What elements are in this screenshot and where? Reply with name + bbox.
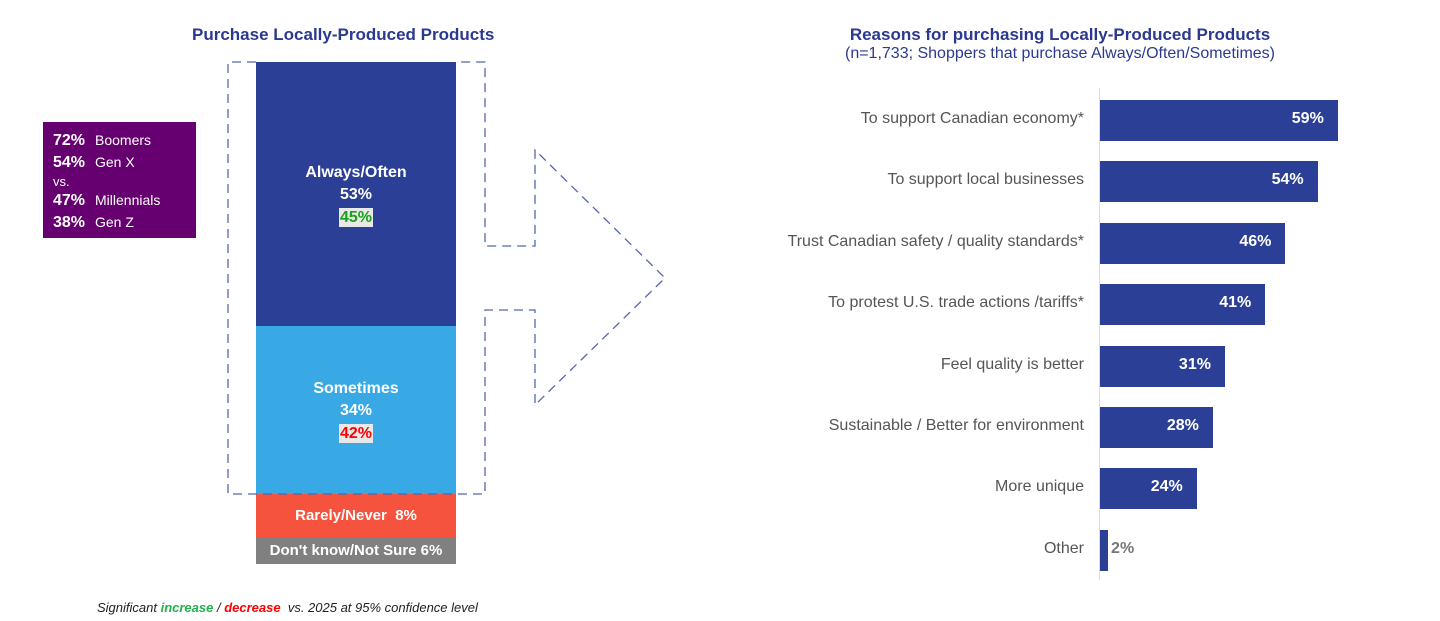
category-axis: [1099, 88, 1100, 580]
segment-label: Sometimes: [313, 379, 399, 397]
segment-always-often: Always/Often 53% 45%: [256, 62, 456, 326]
callout-vs: vs.: [53, 174, 70, 189]
segment-sometimes: Sometimes 34% 42%: [256, 326, 456, 494]
bar: [1100, 529, 1109, 571]
data-label: 2%: [1111, 539, 1135, 557]
callout-pct: 54%: [53, 153, 86, 171]
callout-label: Gen X: [95, 153, 135, 170]
category-label: More unique: [995, 478, 1084, 496]
footnote-sep: /: [213, 600, 225, 615]
data-label: 24%: [1150, 478, 1183, 496]
bar: [1100, 407, 1213, 448]
dashed-arrow-outline: [227, 61, 666, 495]
category-label: Other: [1043, 539, 1084, 557]
footnote-decrease: decrease: [224, 600, 281, 615]
category-label: To support Canadian economy*: [860, 110, 1084, 127]
data-label: 41%: [1219, 294, 1252, 312]
category-label: Feel quality is better: [940, 355, 1084, 373]
segment-label: Rarely/Never 8%: [295, 506, 417, 524]
footnote-increase: increase: [160, 600, 214, 615]
previous-value-increase: 45%: [338, 207, 374, 227]
segment-value: 53%: [339, 185, 373, 203]
right-chart-title: Reasons for purchasing Locally-Produced …: [849, 25, 1271, 44]
footnote: Significant increase / decrease vs. 2025…: [97, 600, 478, 615]
callout-label: Boomers: [95, 132, 152, 148]
bracket-arrow: [227, 61, 666, 495]
segment-dont-know: Don't know/Not Sure 6%: [256, 537, 456, 564]
callout-pct: 47%: [53, 192, 86, 209]
bar: [1100, 468, 1197, 510]
left-chart-title: Purchase Locally-Produced Products: [192, 25, 495, 44]
right-chart-subtitle: (n=1,733; Shoppers that purchase Always/…: [844, 45, 1275, 62]
category-label: Trust Canadian safety / quality standard…: [787, 232, 1084, 250]
bar: [1100, 161, 1318, 203]
data-label: 59%: [1291, 110, 1324, 127]
data-label: 31%: [1178, 355, 1211, 373]
footnote-suffix: vs. 2025 at 95% confidence level: [280, 600, 478, 615]
callout-pct: 72%: [53, 132, 86, 149]
callout-label: Gen Z: [95, 213, 134, 230]
segment-value: 34%: [339, 401, 373, 419]
data-label: 28%: [1166, 417, 1199, 434]
category-label: To support local businesses: [887, 171, 1084, 189]
segment-label: Don't know/Not Sure 6%: [269, 541, 443, 559]
category-label: To protest U.S. trade actions /tariffs*: [828, 294, 1084, 312]
callout-label: Millennials: [95, 192, 161, 208]
category-label: Sustainable / Better for environment: [828, 417, 1084, 434]
generation-callout: 72% Boomers 54% Gen X vs. 47% Millennials 3…: [43, 122, 196, 238]
segment-label: Always/Often: [305, 163, 407, 181]
bar: [1100, 345, 1225, 387]
callout-pct: 38%: [53, 213, 86, 231]
previous-value-decrease: 42%: [338, 423, 374, 443]
data-label: 46%: [1239, 232, 1272, 250]
bar: [1100, 284, 1266, 326]
footnote-prefix: Significant: [97, 600, 161, 615]
bar: [1100, 100, 1338, 141]
data-label: 54%: [1271, 171, 1304, 189]
bar: [1100, 222, 1286, 264]
segment-rarely-never: Rarely/Never 8%: [256, 494, 456, 537]
